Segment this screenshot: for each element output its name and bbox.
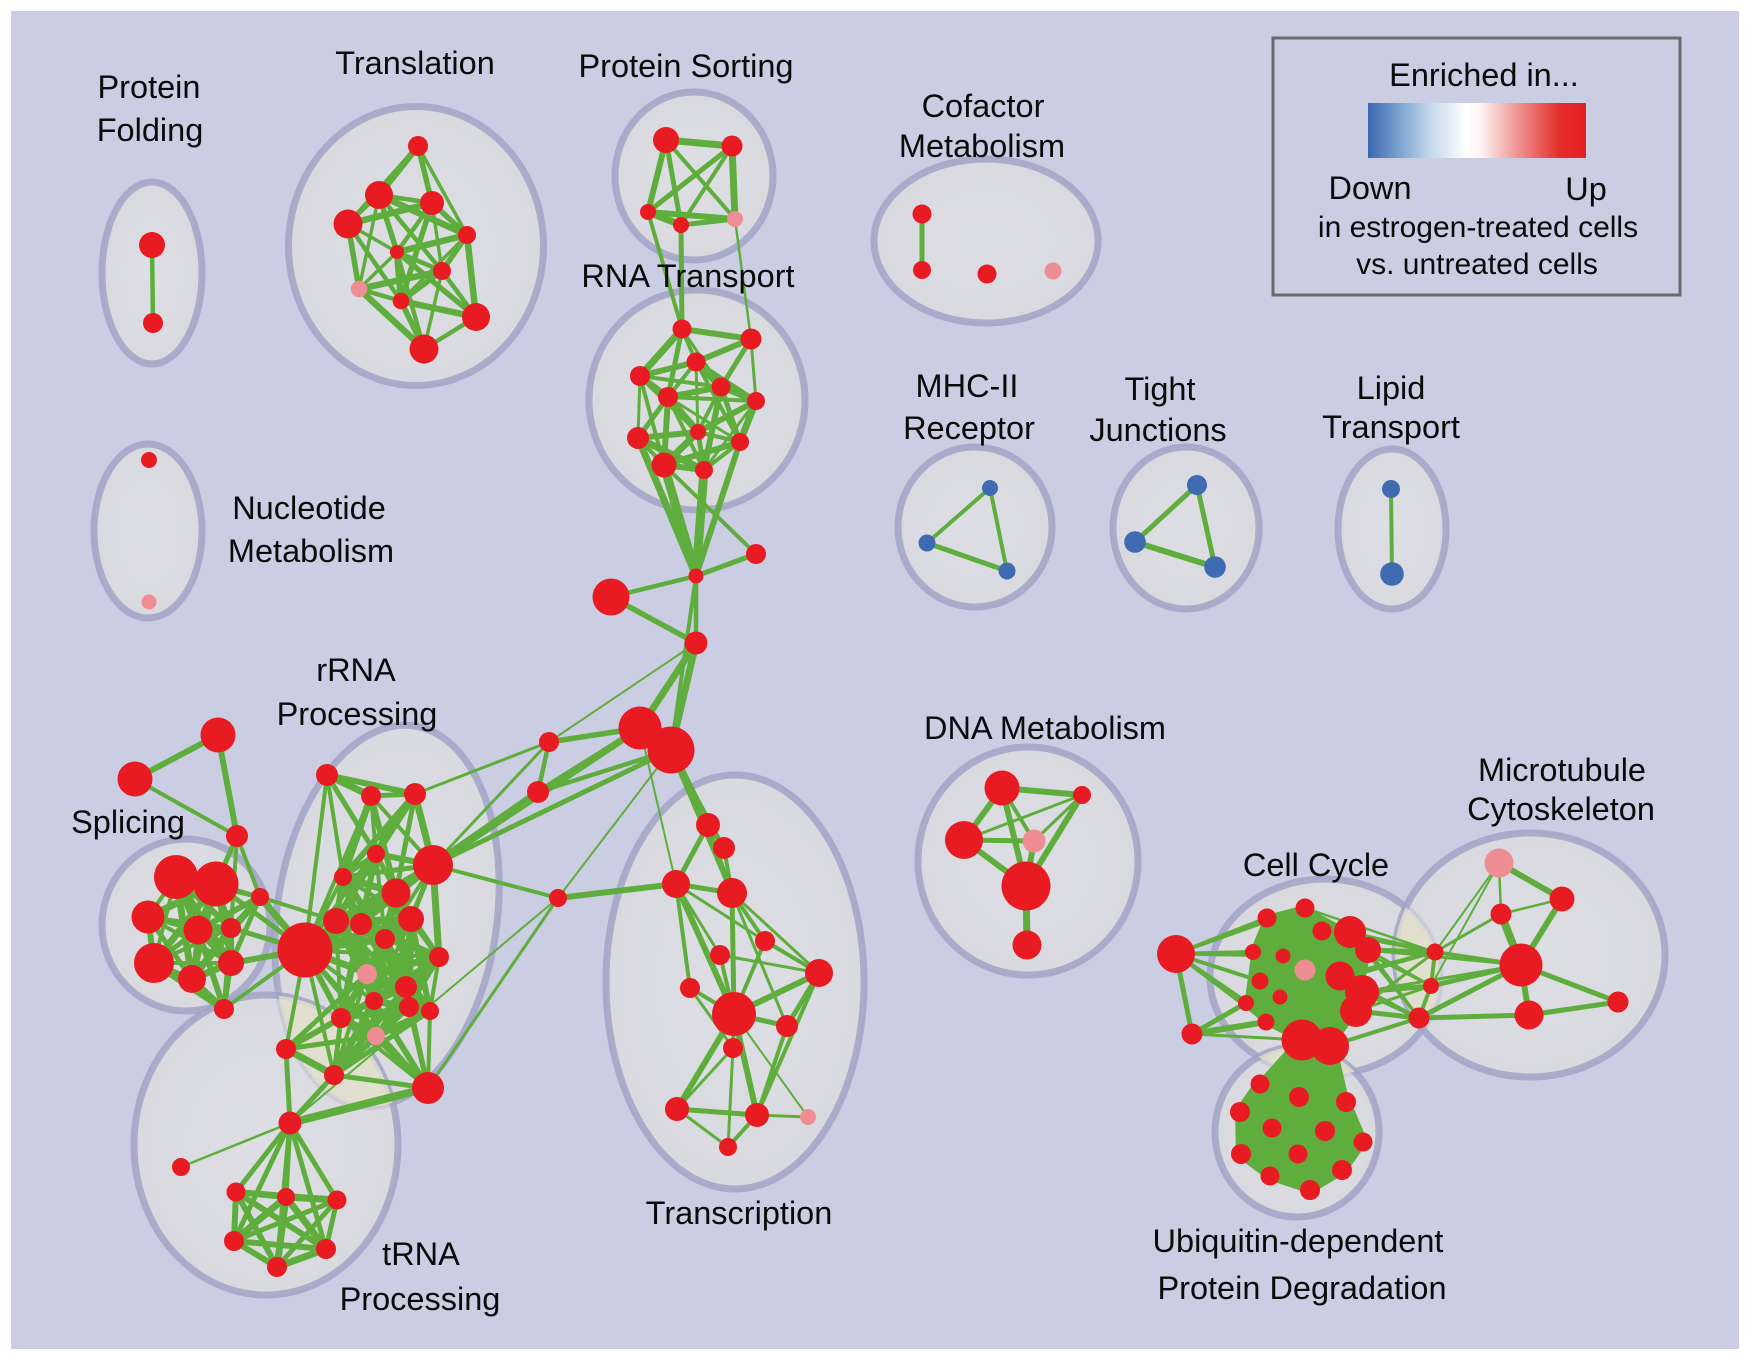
svg-text:Cell Cycle: Cell Cycle [1243,847,1389,883]
svg-text:Up: Up [1565,171,1607,207]
svg-text:Cofactor: Cofactor [922,88,1045,124]
svg-text:Enriched in...: Enriched in... [1389,57,1579,93]
svg-text:Transport: Transport [1322,409,1460,445]
svg-text:Tight: Tight [1124,371,1195,407]
svg-text:Junctions: Junctions [1089,412,1226,448]
svg-text:Protein: Protein [98,69,201,105]
svg-text:Processing: Processing [277,696,438,732]
svg-text:Metabolism: Metabolism [228,533,394,569]
svg-text:RNA Transport: RNA Transport [581,258,794,294]
svg-text:Ubiquitin-dependent: Ubiquitin-dependent [1153,1223,1444,1259]
svg-text:vs. untreated cells: vs. untreated cells [1356,248,1598,281]
svg-text:Lipid: Lipid [1357,370,1426,406]
svg-text:in estrogen-treated cells: in estrogen-treated cells [1318,211,1638,244]
svg-text:rRNA: rRNA [316,652,396,688]
svg-text:Nucleotide: Nucleotide [232,490,386,526]
svg-text:DNA Metabolism: DNA Metabolism [924,710,1166,746]
svg-text:Splicing: Splicing [71,804,185,840]
svg-text:Processing: Processing [340,1281,501,1317]
svg-text:Cytoskeleton: Cytoskeleton [1467,791,1655,827]
svg-text:Down: Down [1328,170,1411,206]
svg-text:Folding: Folding [97,112,204,148]
svg-text:Metabolism: Metabolism [899,128,1065,164]
svg-text:Translation: Translation [335,45,495,81]
svg-text:tRNA: tRNA [382,1236,460,1272]
svg-text:MHC-II: MHC-II [916,368,1019,404]
svg-text:Receptor: Receptor [903,410,1035,446]
svg-text:Microtubule: Microtubule [1478,752,1646,788]
svg-text:Transcription: Transcription [646,1195,833,1231]
svg-text:Protein Sorting: Protein Sorting [579,48,794,84]
svg-text:Protein Degradation: Protein Degradation [1157,1270,1446,1306]
